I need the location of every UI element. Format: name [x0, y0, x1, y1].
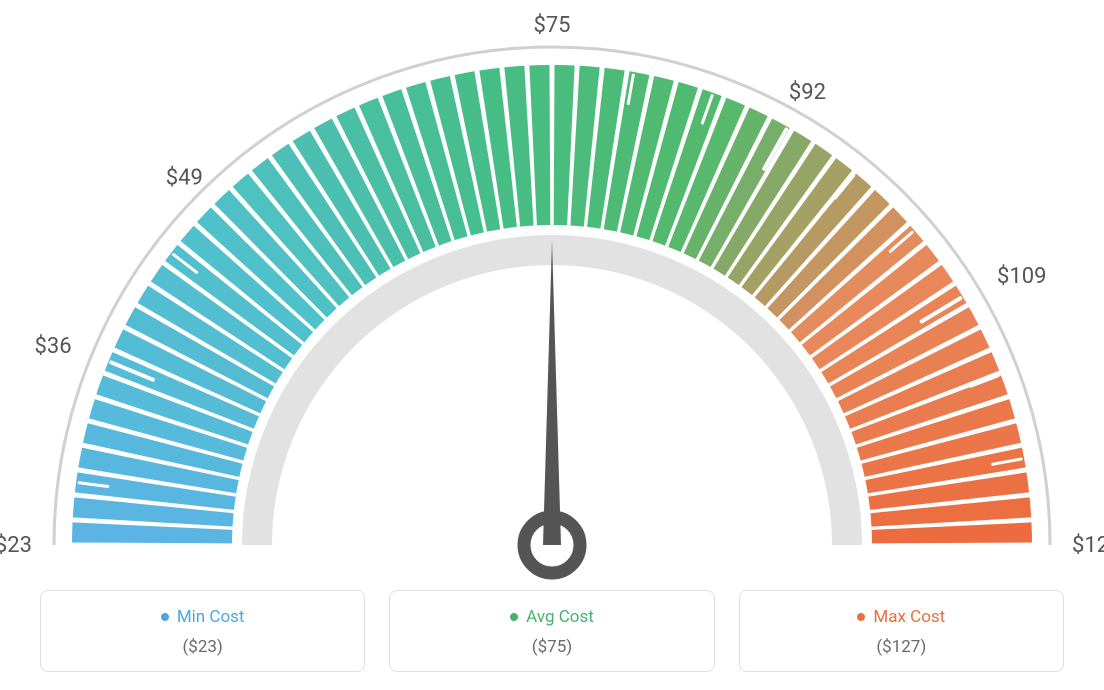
- legend-card: Avg Cost ($75): [389, 590, 714, 672]
- legend-label: Avg Cost: [526, 607, 594, 627]
- gauge-svg: $23 $36 $49 $75 $92 $109 $127: [0, 0, 1104, 580]
- legend-label-row: Max Cost: [752, 607, 1051, 627]
- gauge-tick-label: $92: [789, 80, 826, 105]
- legend-dot-icon: [510, 613, 518, 621]
- legend-label: Min Cost: [177, 607, 245, 627]
- legend-value: ($75): [402, 637, 701, 657]
- gauge-band-slice: [72, 522, 232, 543]
- cost-gauge-chart: $23 $36 $49 $75 $92 $109 $127 Min Cost ($23) Avg…: [0, 0, 1104, 690]
- gauge-needle: [543, 240, 561, 545]
- legend-label-row: Min Cost: [53, 607, 352, 627]
- legend-card: Max Cost ($127): [739, 590, 1064, 672]
- legend-label: Max Cost: [873, 607, 945, 627]
- gauge-tick-label: $75: [533, 13, 570, 38]
- legend-value: ($127): [752, 637, 1051, 657]
- gauge-tick-label: $109: [997, 264, 1046, 289]
- legend-dot-icon: [857, 613, 865, 621]
- legend-label-row: Avg Cost: [402, 607, 701, 627]
- gauge-tick-label: $49: [166, 165, 203, 190]
- gauge-tick-label: $36: [34, 334, 71, 359]
- legend-value: ($23): [53, 637, 352, 657]
- gauge-band-slice: [872, 522, 1032, 543]
- gauge-tick-label: $23: [0, 533, 32, 558]
- legend-row: Min Cost ($23) Avg Cost ($75) Max Cost ($127): [40, 590, 1064, 672]
- gauge-tick-label: $127: [1072, 533, 1104, 558]
- legend-card: Min Cost ($23): [40, 590, 365, 672]
- gauge-band-slice: [554, 65, 575, 225]
- legend-dot-icon: [161, 613, 169, 621]
- gauge-area: $23 $36 $49 $75 $92 $109 $127: [0, 0, 1104, 580]
- gauge-band-slice: [529, 65, 550, 225]
